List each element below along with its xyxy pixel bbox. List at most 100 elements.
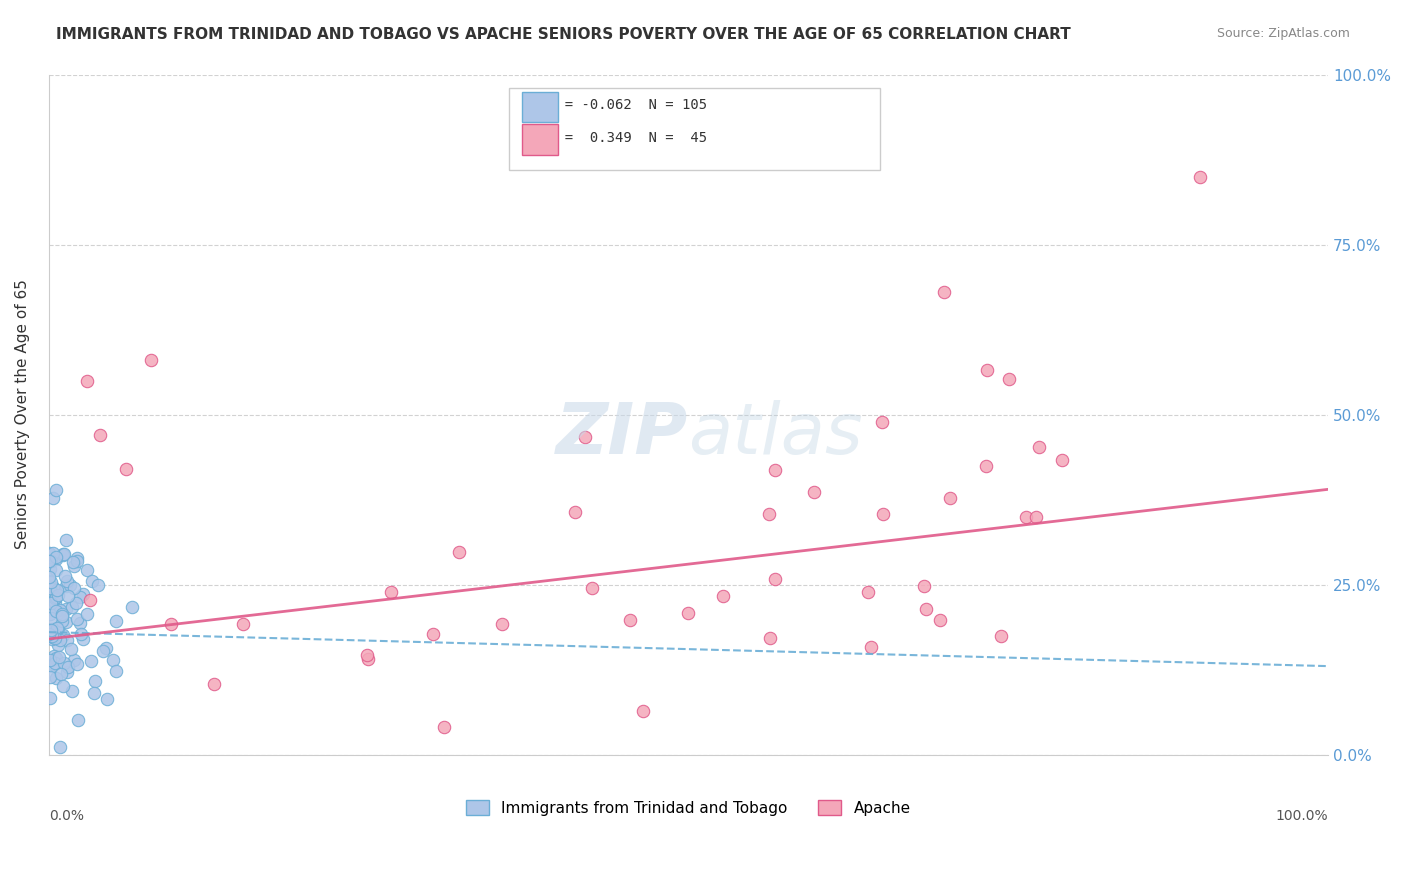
Point xyxy=(44,591,66,605)
Point xyxy=(66,657,89,672)
Point xyxy=(55,615,77,629)
Point xyxy=(42,491,65,506)
Point xyxy=(38,691,60,706)
Text: Source: ZipAtlas.com: Source: ZipAtlas.com xyxy=(1216,27,1350,40)
Point xyxy=(1015,510,1038,524)
Point xyxy=(39,575,62,590)
Text: ZIP: ZIP xyxy=(557,401,689,469)
Point xyxy=(1028,440,1050,454)
Text: IMMIGRANTS FROM TRINIDAD AND TOBAGO VS APACHE SENIORS POVERTY OVER THE AGE OF 65: IMMIGRANTS FROM TRINIDAD AND TOBAGO VS A… xyxy=(56,27,1071,42)
Point xyxy=(44,596,66,610)
Point xyxy=(63,653,86,667)
Point xyxy=(60,683,83,698)
Point xyxy=(45,483,67,497)
Point xyxy=(46,583,69,598)
Text: atlas: atlas xyxy=(689,401,863,469)
Point xyxy=(39,653,62,667)
Point xyxy=(66,554,89,568)
Point xyxy=(46,621,69,635)
Point xyxy=(41,624,63,639)
Point xyxy=(564,505,586,519)
Point xyxy=(974,458,997,473)
Point xyxy=(52,547,75,561)
Point xyxy=(759,632,782,646)
Point xyxy=(86,578,108,592)
Point xyxy=(39,624,62,638)
Point xyxy=(52,547,75,561)
Point xyxy=(55,533,77,547)
Point xyxy=(39,607,62,621)
Point xyxy=(48,650,70,665)
Point xyxy=(676,606,699,620)
Point xyxy=(63,581,86,595)
Point xyxy=(70,626,93,640)
Point xyxy=(89,428,111,442)
Point xyxy=(38,554,60,568)
Point xyxy=(104,614,127,628)
Point xyxy=(38,627,60,641)
Point xyxy=(76,563,98,577)
Point xyxy=(67,713,90,727)
Point xyxy=(990,629,1012,643)
Point xyxy=(41,625,63,640)
Y-axis label: Seniors Poverty Over the Age of 65: Seniors Poverty Over the Age of 65 xyxy=(15,279,30,549)
Point xyxy=(38,570,60,584)
Point xyxy=(62,558,84,573)
Point xyxy=(49,667,72,681)
FancyBboxPatch shape xyxy=(509,88,880,169)
Point xyxy=(870,415,893,429)
Point xyxy=(422,626,444,640)
Point xyxy=(939,491,962,506)
Point xyxy=(997,372,1019,386)
Point xyxy=(39,596,62,610)
Point xyxy=(91,643,114,657)
Text: 100.0%: 100.0% xyxy=(1275,809,1329,823)
Text: R = -0.062  N = 105: R = -0.062 N = 105 xyxy=(548,98,707,112)
Point xyxy=(581,581,603,595)
Point xyxy=(66,551,89,566)
Point xyxy=(433,720,456,734)
Point xyxy=(72,587,94,601)
Point xyxy=(380,585,402,599)
Point xyxy=(46,621,69,635)
Point xyxy=(41,630,63,644)
Point xyxy=(55,665,77,680)
Point xyxy=(38,575,60,590)
Point xyxy=(53,569,76,583)
Text: R =  0.349  N =  45: R = 0.349 N = 45 xyxy=(548,131,707,145)
Point xyxy=(96,692,118,706)
Point xyxy=(39,611,62,625)
Point xyxy=(912,579,935,593)
Point xyxy=(42,657,65,672)
Point xyxy=(76,607,98,621)
Point xyxy=(45,549,67,564)
Point xyxy=(55,579,77,593)
Point xyxy=(711,589,734,603)
FancyBboxPatch shape xyxy=(522,124,558,154)
Point xyxy=(38,546,60,560)
Point xyxy=(39,562,62,576)
Point xyxy=(51,609,73,624)
Point xyxy=(356,648,378,662)
Point xyxy=(79,593,101,607)
Point xyxy=(38,588,60,602)
Point xyxy=(49,633,72,648)
Point xyxy=(619,613,641,627)
Point xyxy=(41,546,63,560)
Point xyxy=(76,374,98,388)
Point xyxy=(69,590,91,604)
Point xyxy=(49,603,72,617)
Point xyxy=(859,640,882,654)
Point xyxy=(58,660,80,674)
Point xyxy=(45,563,67,577)
Point xyxy=(976,363,998,377)
Point xyxy=(357,651,380,665)
Point xyxy=(631,704,654,718)
Point xyxy=(45,604,67,618)
FancyBboxPatch shape xyxy=(522,92,558,122)
Point xyxy=(46,587,69,601)
Point xyxy=(858,584,880,599)
Point xyxy=(52,548,75,562)
Point xyxy=(56,574,79,589)
Point xyxy=(83,686,105,700)
